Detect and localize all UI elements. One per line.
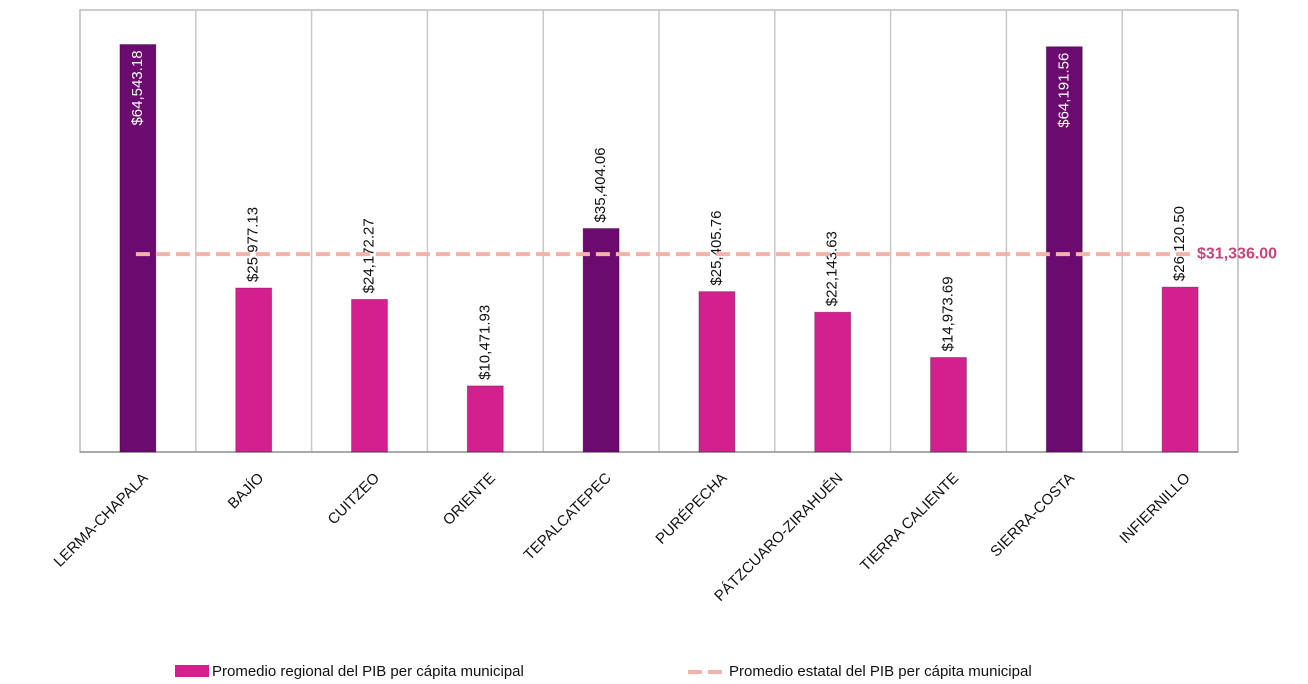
legend-swatch: [175, 665, 209, 677]
bar: [698, 291, 736, 453]
value-label: $35,404.06: [592, 147, 609, 222]
x-tick-label: TEPALCATEPEC: [521, 469, 615, 563]
value-label: $64,191.56: [1055, 53, 1072, 128]
bar: [1161, 286, 1199, 453]
bar: [1045, 46, 1083, 453]
x-tick-label: LERMA-CHAPALA: [51, 470, 152, 571]
value-label: $10,471.93: [476, 305, 493, 380]
legend-label: Promedio estatal del PIB per cápita muni…: [729, 663, 1032, 680]
bar: [466, 385, 504, 453]
x-tick-label: TIERRA CALIENTE: [857, 470, 962, 575]
bar: [235, 287, 273, 453]
x-tick-label: PÁTZCUARO-ZIRAHUÉN: [711, 470, 846, 605]
value-label: $64,543.18: [129, 50, 146, 125]
bar: [814, 311, 852, 453]
value-label: $26,120.50: [1171, 206, 1188, 281]
bar: [930, 356, 967, 453]
x-tick-label: CUITZEO: [325, 470, 384, 529]
bar: [582, 227, 620, 453]
x-tick-label: ORIENTE: [440, 470, 499, 529]
bar: [351, 298, 388, 453]
value-label: $25,977.13: [245, 207, 262, 282]
x-tick-label: BAJÍO: [225, 470, 268, 513]
value-label: $22,143.63: [824, 231, 841, 306]
legend-label: Promedio regional del PIB per cápita mun…: [212, 663, 524, 680]
reference-label: $31,336.00: [1197, 245, 1277, 262]
x-tick-label: SIERRA-COSTA: [987, 470, 1078, 561]
bar: [119, 43, 157, 453]
x-tick-label: PURÉPECHA: [652, 470, 730, 548]
value-label: $14,973.69: [939, 276, 956, 351]
value-label: $25,405.76: [708, 211, 725, 286]
x-tick-label: INFIERNILLO: [1116, 470, 1193, 547]
